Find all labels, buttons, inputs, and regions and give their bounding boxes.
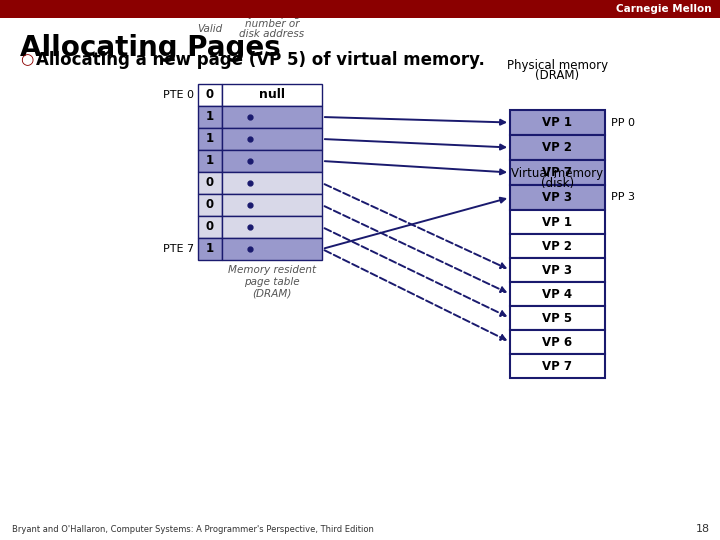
Bar	[222, 216, 322, 238]
Bar	[198, 84, 222, 106]
Text: 1: 1	[206, 242, 214, 255]
Bar	[222, 128, 322, 150]
Bar	[198, 238, 222, 260]
Text: disk address: disk address	[240, 29, 305, 39]
Bar	[510, 210, 605, 234]
Bar	[510, 282, 605, 306]
Text: 1: 1	[206, 111, 214, 124]
Text: 0: 0	[206, 199, 214, 212]
Bar	[198, 128, 222, 150]
Text: Physical memory: Physical memory	[507, 59, 608, 72]
Bar	[510, 160, 605, 185]
Bar	[510, 306, 605, 330]
Text: null: null	[259, 89, 285, 102]
Text: 1: 1	[206, 154, 214, 167]
Bar	[510, 330, 605, 354]
Bar	[198, 172, 222, 194]
Text: number or: number or	[245, 19, 300, 29]
Text: 0: 0	[206, 177, 214, 190]
Bar	[510, 135, 605, 160]
Text: Allocating Pages: Allocating Pages	[20, 34, 281, 62]
Bar	[198, 194, 222, 216]
Text: VP 3: VP 3	[542, 191, 572, 204]
Bar	[222, 84, 322, 106]
Text: Allocating a new page (VP 5) of virtual memory.: Allocating a new page (VP 5) of virtual …	[36, 51, 485, 69]
Text: Physical page: Physical page	[236, 9, 307, 19]
Text: VP 6: VP 6	[542, 335, 572, 348]
Text: ○: ○	[20, 52, 33, 68]
Text: VP 5: VP 5	[542, 312, 572, 325]
Bar	[222, 172, 322, 194]
Text: Virtual memory: Virtual memory	[511, 167, 603, 180]
Text: Carnegie Mellon: Carnegie Mellon	[616, 4, 712, 14]
Text: VP 4: VP 4	[542, 287, 572, 300]
Bar	[510, 258, 605, 282]
Bar	[222, 106, 322, 128]
Text: 18: 18	[696, 524, 710, 534]
Bar	[198, 106, 222, 128]
Text: (DRAM): (DRAM)	[536, 69, 580, 82]
Text: VP 7: VP 7	[542, 360, 572, 373]
Bar	[510, 185, 605, 210]
Text: Valid: Valid	[197, 24, 222, 34]
Text: 0: 0	[206, 220, 214, 233]
Bar	[510, 354, 605, 378]
Text: VP 1: VP 1	[542, 116, 572, 129]
Text: PTE 0: PTE 0	[163, 90, 194, 100]
Bar	[510, 234, 605, 258]
Text: VP 1: VP 1	[542, 215, 572, 228]
Text: Bryant and O'Hallaron, Computer Systems: A Programmer's Perspective, Third Editi: Bryant and O'Hallaron, Computer Systems:…	[12, 525, 374, 534]
Text: PTE 7: PTE 7	[163, 244, 194, 254]
Bar	[0, 0, 720, 18]
Bar	[222, 150, 322, 172]
Bar	[222, 194, 322, 216]
Text: VP 2: VP 2	[542, 141, 572, 154]
Text: (disk): (disk)	[541, 177, 574, 190]
Text: VP 3: VP 3	[542, 264, 572, 276]
Text: 1: 1	[206, 132, 214, 145]
Text: 0: 0	[206, 89, 214, 102]
Text: PP 3: PP 3	[611, 192, 635, 202]
Text: Memory resident
page table
(DRAM): Memory resident page table (DRAM)	[228, 265, 316, 298]
Bar	[198, 216, 222, 238]
Text: PP 0: PP 0	[611, 118, 635, 127]
Bar	[510, 110, 605, 135]
Bar	[198, 150, 222, 172]
Bar	[222, 238, 322, 260]
Text: VP 7: VP 7	[542, 166, 572, 179]
Text: VP 2: VP 2	[542, 240, 572, 253]
